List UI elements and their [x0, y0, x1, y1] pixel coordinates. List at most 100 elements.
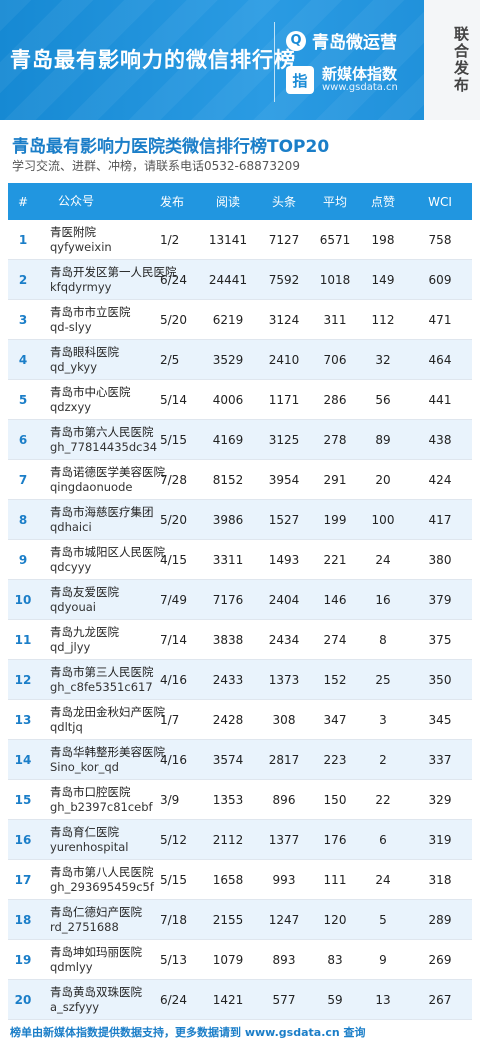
brand1-name: 青岛微运营 — [312, 33, 397, 53]
read-cell: 7176 — [212, 592, 244, 607]
side-tab: 联合发布 — [424, 0, 480, 120]
wci-cell: 345 — [428, 712, 452, 727]
account-cell: 青岛仁德妇产医院 rd_2751688 — [38, 905, 160, 935]
account-cell: 青岛龙田金秋妇产医院 qdltjq — [38, 705, 165, 735]
avg-cell: 706 — [323, 352, 347, 367]
like-cell: 198 — [371, 232, 395, 247]
col-name-header: 公众号 — [58, 194, 95, 208]
like-cell: 149 — [371, 272, 395, 287]
avg-cell: 223 — [323, 752, 347, 767]
account-name: 青岛友爱医院 — [50, 584, 119, 599]
account-cell: 青岛市城阳区人民医院 qdcyyy — [38, 545, 165, 575]
account-id: qd_ykyy — [50, 359, 98, 374]
wci-cell: 350 — [428, 672, 452, 687]
account-id: gh_b2397c81cebf — [50, 799, 153, 814]
table-row: 11 青岛九龙医院 qd_jlyy 7/14 3838 2434 274 8 375 — [8, 620, 472, 660]
avg-cell: 176 — [323, 832, 347, 847]
account-id: qdmlyy — [50, 959, 93, 974]
table-row: 10 青岛友爱医院 qdyouai 7/49 7176 2404 146 16 379 — [8, 580, 472, 620]
like-cell: 5 — [379, 912, 387, 927]
rank-cell: 19 — [14, 952, 32, 967]
pub-cell: 4/16 — [160, 672, 187, 687]
rank-cell: 9 — [18, 552, 28, 567]
avg-cell: 150 — [323, 792, 347, 807]
like-cell: 22 — [375, 792, 391, 807]
account-name: 青岛坤如玛丽医院 — [50, 944, 142, 959]
avg-cell: 6571 — [319, 232, 351, 247]
brand1-logo-icon: Q — [286, 30, 306, 51]
avg-cell: 291 — [323, 472, 347, 487]
pub-cell: 5/15 — [160, 872, 187, 887]
like-cell: 3 — [379, 712, 387, 727]
read-cell: 1658 — [212, 872, 244, 887]
account-cell: 青岛育仁医院 yurenhospital — [38, 825, 160, 855]
account-cell: 青岛华韩整形美容医院 Sino_kor_qd — [38, 745, 165, 775]
wci-cell: 464 — [428, 352, 452, 367]
table-row: 13 青岛龙田金秋妇产医院 qdltjq 1/7 2428 308 347 3 345 — [8, 700, 472, 740]
col-pub-header: 发布 — [160, 195, 185, 209]
footer-note: 榜单由新媒体指数提供数据支持，更多数据请到 www.gsdata.cn 查询 — [10, 1026, 366, 1039]
wci-cell: 758 — [428, 232, 452, 247]
account-cell: 青岛九龙医院 qd_jlyy — [38, 625, 160, 655]
wci-cell: 375 — [428, 632, 452, 647]
wci-cell: 267 — [428, 992, 452, 1007]
read-cell: 8152 — [212, 472, 244, 487]
account-cell: 青岛市中心医院 qdzxyy — [38, 385, 160, 415]
headline-cell: 2817 — [268, 752, 300, 767]
pub-cell: 5/20 — [160, 512, 187, 527]
table-row: 14 青岛华韩整形美容医院 Sino_kor_qd 4/16 3574 2817 223 2 3… — [8, 740, 472, 780]
account-id: a_szfyyy — [50, 999, 100, 1014]
rank-cell: 13 — [14, 712, 32, 727]
account-cell: 青岛友爱医院 qdyouai — [38, 585, 160, 615]
table-row: 2 青岛开发区第一人民医院 kfqdyrmyy 6/24 24441 7592 1018 14… — [8, 260, 472, 300]
side-tab-label: 联合发布 — [452, 26, 470, 94]
like-cell: 2 — [379, 752, 387, 767]
like-cell: 112 — [371, 312, 395, 327]
wci-cell: 329 — [428, 792, 452, 807]
account-id: qd-slyy — [50, 319, 92, 334]
brand-gsdata: 指 新媒体指数 www.gsdata.cn — [286, 66, 398, 94]
rank-cell: 1 — [18, 232, 28, 247]
pub-cell: 5/15 — [160, 432, 187, 447]
pub-cell: 7/49 — [160, 592, 187, 607]
avg-cell: 152 — [323, 672, 347, 687]
rank-cell: 2 — [18, 272, 28, 287]
like-cell: 6 — [379, 832, 387, 847]
account-name: 青岛市第三人民医院 — [50, 664, 154, 679]
pub-cell: 5/12 — [160, 832, 187, 847]
account-cell: 青岛黄岛双珠医院 a_szfyyy — [38, 985, 160, 1015]
headline-cell: 2404 — [268, 592, 300, 607]
headline-cell: 3125 — [268, 432, 300, 447]
account-id: rd_2751688 — [50, 919, 119, 934]
account-id: qdcyyy — [50, 559, 92, 574]
table-row: 12 青岛市第三人民医院 gh_c8fe5351c617 4/16 2433 1373 15… — [8, 660, 472, 700]
rank-cell: 14 — [14, 752, 32, 767]
like-cell: 89 — [375, 432, 391, 447]
pub-cell: 3/9 — [160, 792, 180, 807]
avg-cell: 1018 — [319, 272, 351, 287]
account-cell: 青岛市海慈医疗集团 qdhaici — [38, 505, 160, 535]
account-id: gh_77814435dc34 — [50, 439, 158, 454]
header-banner: 青岛最有影响力的微信排行榜 Q 青岛微运营 指 新媒体指数 www.gsdata… — [0, 0, 480, 120]
account-id: qdhaici — [50, 519, 92, 534]
read-cell: 13141 — [208, 232, 248, 247]
like-cell: 20 — [375, 472, 391, 487]
account-cell: 青岛市第八人民医院 gh_293695459c5f — [38, 865, 160, 895]
rank-cell: 4 — [18, 352, 28, 367]
account-cell: 青岛市第三人民医院 gh_c8fe5351c617 — [38, 665, 160, 695]
col-headline-header: 头条 — [271, 195, 296, 209]
account-id: qdyouai — [50, 599, 96, 614]
account-cell: 青岛市口腔医院 gh_b2397c81cebf — [38, 785, 160, 815]
pub-cell: 4/15 — [160, 552, 187, 567]
account-id: qdltjq — [50, 719, 83, 734]
account-id: kfqdyrmyy — [50, 279, 112, 294]
avg-cell: 59 — [327, 992, 343, 1007]
table-row: 18 青岛仁德妇产医院 rd_2751688 7/18 2155 1247 120 5 289 — [8, 900, 472, 940]
wci-cell: 318 — [428, 872, 452, 887]
account-name: 青岛开发区第一人民医院 — [50, 264, 177, 279]
like-cell: 13 — [375, 992, 391, 1007]
headline-cell: 7127 — [268, 232, 300, 247]
wci-cell: 289 — [428, 912, 452, 927]
pub-cell: 7/14 — [160, 632, 187, 647]
read-cell: 1079 — [212, 952, 244, 967]
